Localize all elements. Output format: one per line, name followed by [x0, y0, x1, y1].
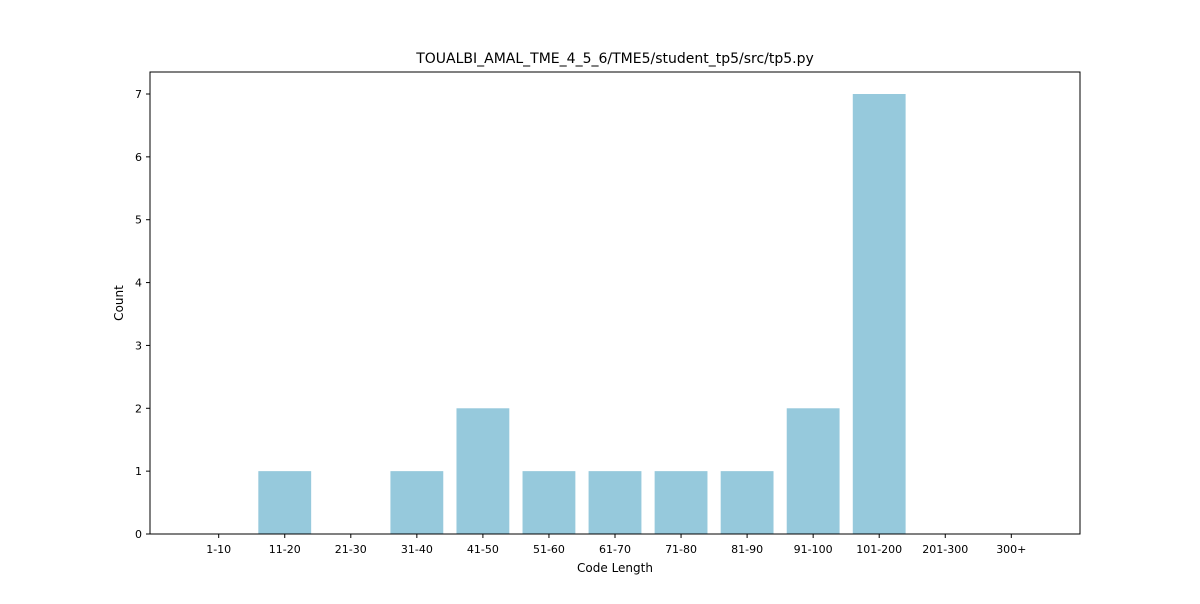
x-tick-label: 71-80 [665, 543, 697, 556]
x-tick-label: 21-30 [335, 543, 367, 556]
y-tick-label: 1 [135, 465, 142, 478]
x-tick-label: 101-200 [856, 543, 902, 556]
bar-71-80 [654, 471, 708, 534]
bar-51-60 [522, 471, 576, 534]
y-tick-label: 2 [135, 402, 142, 415]
x-tick-label: 91-100 [794, 543, 833, 556]
x-tick-label: 201-300 [922, 543, 968, 556]
bar-81-90 [720, 471, 774, 534]
y-tick-label: 0 [135, 528, 142, 541]
bar-41-50 [456, 408, 510, 534]
axes-frame [149, 71, 1081, 535]
y-tick-label: 4 [135, 277, 142, 290]
x-tick-label: 1-10 [206, 543, 231, 556]
x-tick-label: 81-90 [731, 543, 763, 556]
x-tick-label: 11-20 [269, 543, 301, 556]
y-tick-label: 5 [135, 214, 142, 227]
x-axis-label: Code Length [577, 561, 653, 575]
plot-area: 1-10 11-20 21-30 31-40 41-50 51-60 61-70 71-80 8… [135, 71, 1081, 556]
y-tick-label: 3 [135, 339, 142, 352]
x-tick-label: 61-70 [599, 543, 631, 556]
y-axis-label: Count [112, 285, 126, 321]
bar-101-200 [852, 94, 906, 534]
x-tick-label: 31-40 [401, 543, 433, 556]
x-tick-label: 300+ [996, 543, 1026, 556]
y-tick-label: 7 [135, 88, 142, 101]
bar-11-20 [258, 471, 312, 534]
x-tick-label: 41-50 [467, 543, 499, 556]
bar-91-100 [786, 408, 840, 534]
bar-31-40 [390, 471, 444, 534]
bar-61-70 [588, 471, 642, 534]
x-tick-label: 51-60 [533, 543, 565, 556]
y-tick-label: 6 [135, 151, 142, 164]
chart-title: TOUALBI_AMAL_TME_4_5_6/TME5/student_tp5/… [415, 51, 814, 67]
